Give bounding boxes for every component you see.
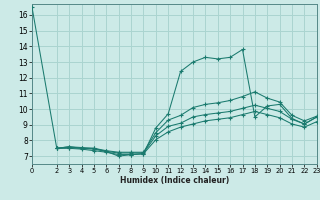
X-axis label: Humidex (Indice chaleur): Humidex (Indice chaleur) — [120, 176, 229, 185]
